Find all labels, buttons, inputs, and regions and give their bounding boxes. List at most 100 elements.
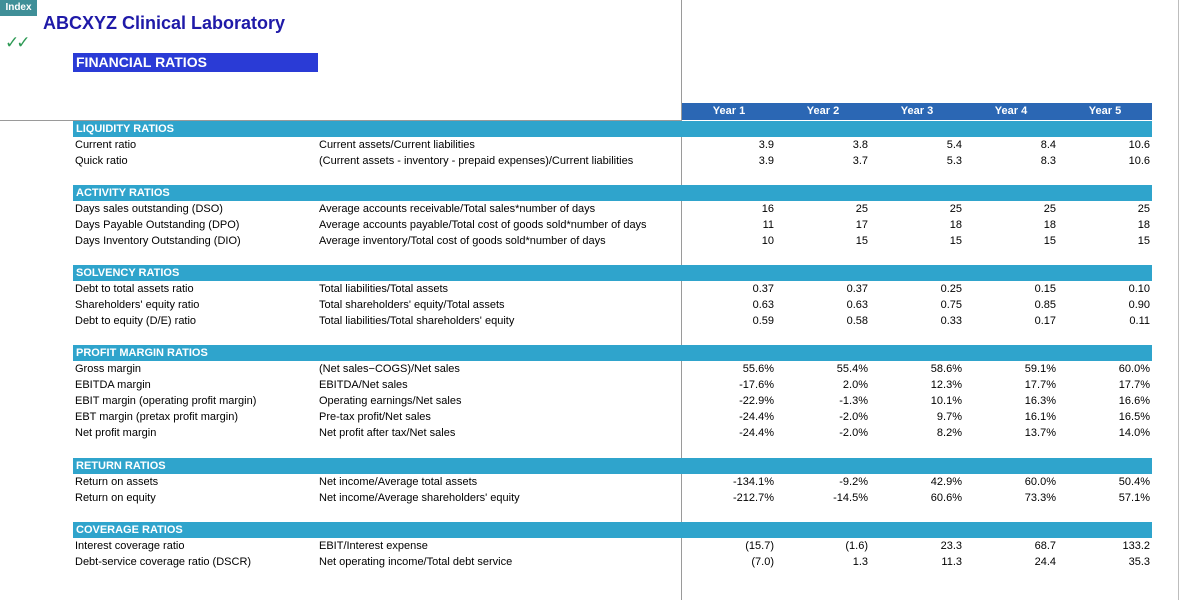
table-row: Debt to equity (D/E) ratio Total liabilit…	[0, 313, 1200, 329]
ratio-value: 50.4%	[1118, 476, 1150, 488]
checkmark-icon: ✓✓	[5, 33, 30, 52]
ratio-value: 16.6%	[1118, 395, 1150, 407]
ratio-label: Return on equity	[75, 492, 156, 504]
page-title: FINANCIAL RATIOS	[73, 53, 318, 72]
ratio-value: 55.4%	[836, 363, 868, 375]
table-row: Days Payable Outstanding (DPO) Average ac…	[0, 217, 1200, 233]
ratio-formula: Net income/Average total assets	[319, 476, 478, 488]
ratio-label: Debt-service coverage ratio (DSCR)	[75, 556, 252, 568]
column-divider	[681, 0, 682, 600]
ratio-value: 55.6%	[742, 363, 774, 375]
ratio-value: 10	[761, 235, 774, 247]
section-header: PROFIT MARGIN RATIOS	[73, 345, 1152, 361]
index-button[interactable]: Index	[0, 0, 37, 16]
ratio-value: 11	[762, 219, 774, 231]
ratio-value: (1.6)	[845, 540, 868, 552]
ratio-label: Quick ratio	[75, 155, 128, 167]
table-row: Return on equity Net income/Average share…	[0, 490, 1200, 506]
ratio-value: 8.3	[1040, 155, 1056, 167]
ratio-label: Current ratio	[75, 139, 137, 151]
ratio-formula: Pre-tax profit/Net sales	[319, 411, 431, 423]
ratio-value: 10.6	[1128, 139, 1150, 151]
table-row: Return on assets Net income/Average total…	[0, 474, 1200, 490]
ratio-value: 0.15	[1034, 283, 1056, 295]
section-header: LIQUIDITY RATIOS	[73, 121, 1152, 137]
section-header: RETURN RATIOS	[73, 458, 1152, 474]
ratio-formula: Current assets/Current liabilities	[319, 139, 475, 151]
table-row: EBT margin (pretax profit margin) Pre-tax…	[0, 409, 1200, 425]
ratio-value: 17	[855, 219, 868, 231]
ratio-value: -24.4%	[739, 411, 774, 423]
table-row: Current ratio Current assets/Current liab…	[0, 137, 1200, 153]
year-header-cell: Year 2	[806, 105, 840, 117]
ratio-value: 16.3%	[1024, 395, 1056, 407]
ratio-value: 60.0%	[1024, 476, 1056, 488]
ratio-value: -1.3%	[839, 395, 868, 407]
year-header-cell: Year 5	[1088, 105, 1122, 117]
ratio-value: 5.4	[946, 139, 962, 151]
ratio-value: 14.0%	[1118, 427, 1150, 439]
ratio-value: 11.3	[941, 556, 962, 568]
ratio-formula: Total liabilities/Total shareholders' eq…	[319, 315, 515, 327]
year-header: Year 1 Year 2 Year 3 Year 4 Year 5	[682, 103, 1152, 120]
ratio-formula: EBITDA/Net sales	[319, 379, 408, 391]
ratio-value: 10.6	[1128, 155, 1150, 167]
ratio-value: 2.0%	[842, 379, 868, 391]
ratio-value: -134.1%	[733, 476, 774, 488]
ratio-value: 25	[1043, 203, 1056, 215]
ratio-value: 1.3	[852, 556, 868, 568]
ratio-label: Net profit margin	[75, 427, 157, 439]
ratio-formula: (Current assets - inventory - prepaid ex…	[319, 155, 634, 167]
table-row: Quick ratio (Current assets - inventory -…	[0, 153, 1200, 169]
table-row: Days sales outstanding (DSO) Average acco…	[0, 201, 1200, 217]
ratio-label: EBT margin (pretax profit margin)	[75, 411, 239, 423]
ratio-value: 42.9%	[930, 476, 962, 488]
ratio-value: 0.11	[1129, 315, 1150, 327]
ratio-value: 3.8	[852, 139, 868, 151]
ratio-value: 15	[1043, 235, 1056, 247]
ratio-value: 12.3%	[930, 379, 962, 391]
ratio-value: 16	[761, 203, 774, 215]
ratio-formula: Net profit after tax/Net sales	[319, 427, 456, 439]
ratio-value: 0.75	[940, 299, 962, 311]
ratio-value: 17.7%	[1024, 379, 1056, 391]
ratio-label: Shareholders' equity ratio	[75, 299, 200, 311]
right-edge-divider	[1178, 0, 1179, 600]
ratio-value: 25	[949, 203, 962, 215]
ratio-value: 10.1%	[930, 395, 962, 407]
ratio-value: 0.90	[1128, 299, 1150, 311]
ratio-label: Return on assets	[75, 476, 159, 488]
ratio-value: -212.7%	[733, 492, 774, 504]
ratio-label: Days Payable Outstanding (DPO)	[75, 219, 240, 231]
ratio-value: 16.1%	[1024, 411, 1056, 423]
ratio-value: 5.3	[946, 155, 962, 167]
ratio-formula: Net income/Average shareholders' equity	[319, 492, 520, 504]
ratio-value: 0.63	[752, 299, 774, 311]
ratio-value: -14.5%	[833, 492, 868, 504]
ratio-value: 58.6%	[930, 363, 962, 375]
ratio-value: 0.85	[1034, 299, 1056, 311]
ratio-value: 0.59	[752, 315, 774, 327]
ratio-value: 0.17	[1034, 315, 1056, 327]
section-header: COVERAGE RATIOS	[73, 522, 1152, 538]
ratio-value: 60.0%	[1118, 363, 1150, 375]
ratio-formula: EBIT/Interest expense	[319, 540, 428, 552]
ratio-label: Days sales outstanding (DSO)	[75, 203, 223, 215]
section-header: SOLVENCY RATIOS	[73, 265, 1152, 281]
table-row: EBIT margin (operating profit margin) Ope…	[0, 393, 1200, 409]
ratio-value: 0.63	[846, 299, 868, 311]
ratio-value: 18	[1043, 219, 1056, 231]
ratio-formula: Total liabilities/Total assets	[319, 283, 449, 295]
ratio-value: 0.58	[846, 315, 868, 327]
ratio-formula: Total shareholders' equity/Total assets	[319, 299, 505, 311]
ratio-label: Debt to equity (D/E) ratio	[75, 315, 197, 327]
ratio-value: 17.7%	[1118, 379, 1150, 391]
table-row: Shareholders' equity ratio Total sharehol…	[0, 297, 1200, 313]
table-row: Gross margin (Net sales−COGS)/Net sales 55…	[0, 361, 1200, 377]
ratio-formula: (Net sales−COGS)/Net sales	[319, 363, 460, 375]
ratio-value: 8.4	[1040, 139, 1056, 151]
ratio-value: (15.7)	[745, 540, 774, 552]
header-divider	[0, 120, 681, 121]
ratio-value: 0.33	[940, 315, 962, 327]
table-row: Net profit margin Net profit after tax/Ne…	[0, 425, 1200, 441]
